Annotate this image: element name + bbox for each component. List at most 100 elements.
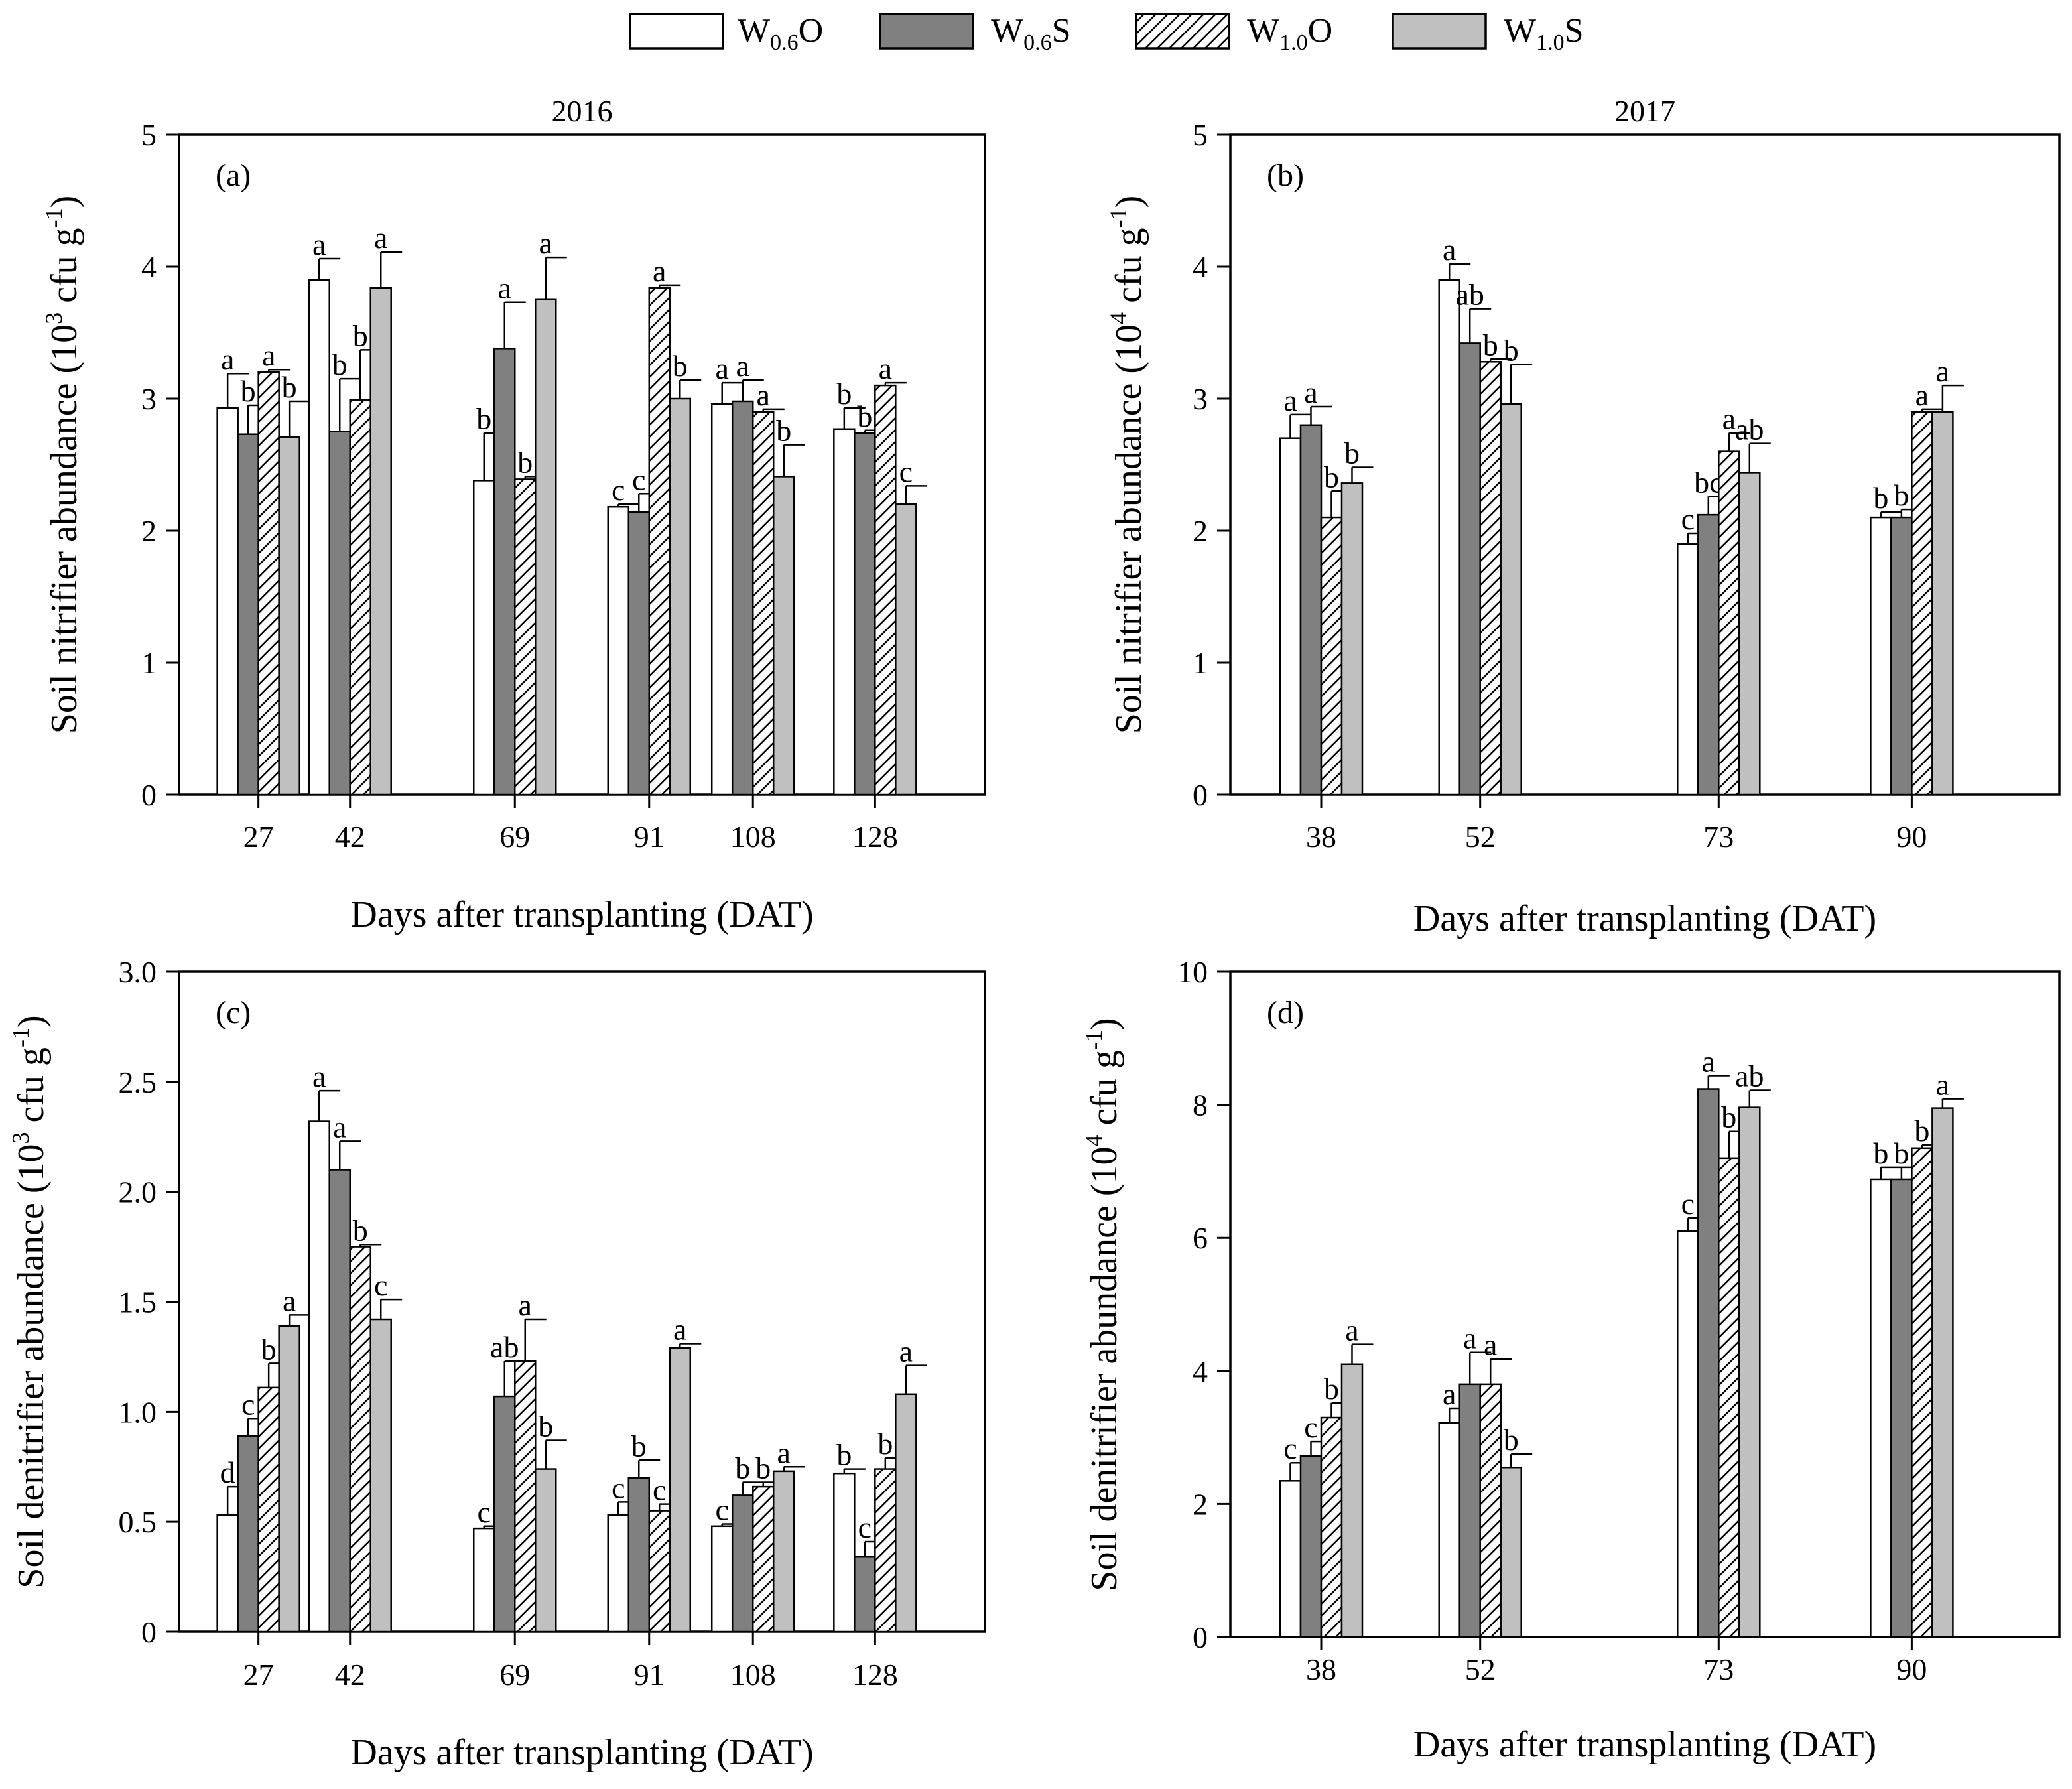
sig-letter: b: [1873, 481, 1888, 515]
bar-27-1: [237, 433, 259, 796]
sig-letter: c: [1283, 1431, 1297, 1465]
bar-90-1: [1890, 1178, 1913, 1638]
sig-letter: a: [498, 271, 511, 305]
bar-91-3: [669, 1347, 691, 1633]
y-tick-label: 3: [141, 382, 157, 416]
y-tick-label: 5: [1193, 118, 1208, 152]
sig-letter: a: [1283, 383, 1297, 417]
sig-letter: a: [1936, 1068, 1949, 1102]
sig-letter: b: [1914, 1114, 1929, 1148]
sig-letter: a: [736, 349, 749, 383]
sig-letter: c: [632, 462, 645, 496]
bar-42-2: [349, 1246, 371, 1633]
x-tick-label: 52: [1465, 820, 1496, 854]
sig-letter: b: [261, 1332, 277, 1366]
bar-27-0: [216, 407, 239, 796]
sig-letter: b: [241, 374, 256, 408]
sig-letter: a: [519, 1288, 532, 1322]
bar-27-3: [278, 1325, 300, 1633]
sig-letter: a: [221, 342, 234, 376]
chart-panel-c: 00.51.01.52.02.53.027 42 69 91 108 128dcbaaab…: [7, 955, 986, 1773]
y-tick-label: 0: [141, 778, 157, 812]
sig-letter: c: [612, 1471, 625, 1504]
sig-letter: c: [241, 1387, 255, 1421]
bar-73-3: [1738, 472, 1761, 796]
sig-letter: b: [1504, 1423, 1519, 1457]
panel-tag: (a): [216, 158, 251, 193]
sig-letter: b: [476, 402, 491, 436]
sig-letter: a: [1484, 1328, 1497, 1362]
sig-letter: b: [1873, 1136, 1888, 1170]
bar-69-1: [493, 1395, 516, 1633]
bar-52-1: [1458, 1383, 1481, 1638]
sig-letter: d: [220, 1455, 235, 1489]
bar-52-1: [1458, 342, 1481, 796]
sig-letter: c: [716, 1492, 729, 1526]
bar-42-1: [328, 431, 351, 796]
bar-73-2: [1718, 450, 1740, 796]
sig-letter: c: [1304, 1410, 1317, 1444]
sig-letter: a: [312, 228, 326, 261]
sig-letter: b: [332, 348, 348, 381]
bar-52-3: [1500, 1466, 1522, 1638]
y-tick-label: 2.5: [119, 1065, 157, 1099]
bar-38-3: [1340, 1363, 1364, 1638]
bar-108-0: [710, 403, 734, 796]
x-axis-title: Days after transplanting (DAT): [350, 1732, 813, 1773]
sig-letter: a: [283, 1284, 296, 1317]
sig-letter: a: [716, 352, 729, 385]
panel-title: 2017: [1614, 94, 1675, 128]
y-tick-label: 2: [1193, 1487, 1208, 1521]
bar-128-1: [854, 432, 876, 796]
sig-letter: a: [653, 254, 666, 288]
bar-128-0: [833, 1472, 856, 1633]
legend: W0.6O W0.6S W1.0O W1.0S: [629, 12, 1584, 55]
bar-90-2: [1911, 411, 1933, 796]
sig-letter: b: [1894, 1136, 1909, 1170]
legend-swatch-3: [1392, 13, 1487, 50]
x-tick-label: 69: [499, 1658, 530, 1691]
sig-letter: b: [755, 1451, 771, 1485]
y-tick-label: 6: [1193, 1221, 1208, 1255]
bar-108-3: [772, 476, 795, 796]
legend-label-1: W0.6S: [991, 12, 1071, 55]
panel-title: 2016: [552, 94, 613, 128]
bar-52-3: [1500, 403, 1522, 796]
plot-frame: [1229, 133, 2061, 796]
bar-73-0: [1677, 1230, 1699, 1638]
bar-38-2: [1320, 516, 1343, 796]
bar-52-2: [1479, 1383, 1502, 1638]
bar-69-0: [473, 1527, 495, 1633]
x-tick-label: 52: [1465, 1652, 1496, 1686]
bar-73-1: [1697, 1088, 1720, 1638]
sig-letter: c: [374, 1268, 387, 1302]
bar-38-0: [1279, 437, 1302, 796]
x-axis-title: Days after transplanting (DAT): [350, 894, 813, 935]
sig-letter: c: [1681, 1187, 1695, 1221]
x-tick-label: 91: [634, 820, 665, 854]
x-tick-label: 38: [1306, 820, 1336, 854]
bar-27-1: [237, 1435, 259, 1633]
bar-108-2: [751, 411, 775, 796]
bar-69-2: [514, 1360, 537, 1633]
y-tick-label: 0: [141, 1615, 157, 1649]
bar-52-0: [1438, 279, 1460, 796]
bar-42-1: [328, 1169, 351, 1633]
bar-73-1: [1697, 513, 1720, 796]
x-tick-label: 91: [634, 1658, 665, 1691]
y-axis-title: Soil nitrifier abundance (104 cfu g-1): [1105, 196, 1149, 734]
sig-letter: b: [1721, 1100, 1736, 1134]
sig-letter: b: [282, 370, 297, 404]
sig-letter: a: [879, 352, 892, 385]
bar-69-2: [514, 478, 537, 796]
sig-letter: b: [836, 377, 852, 411]
bar-91-3: [669, 397, 691, 796]
legend-label-3: W1.0S: [1504, 12, 1584, 55]
y-tick-label: 4: [141, 250, 157, 284]
bar-69-3: [535, 1468, 557, 1633]
sig-letter: b: [1324, 1372, 1339, 1406]
x-tick-label: 108: [730, 1658, 776, 1691]
bar-42-3: [369, 287, 392, 796]
